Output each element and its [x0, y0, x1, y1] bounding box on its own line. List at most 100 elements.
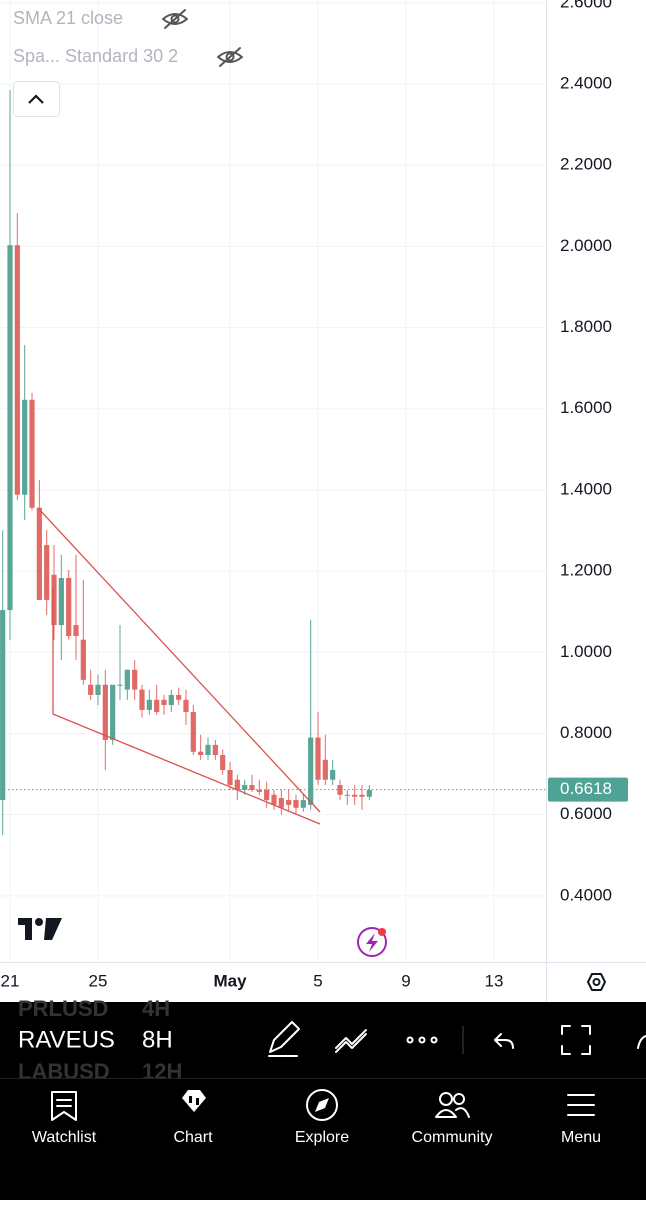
candle-body — [168, 694, 174, 706]
candle-body — [256, 789, 262, 792]
chart-tab[interactable]: Chart — [173, 1090, 213, 1146]
candle-body — [308, 737, 314, 805]
candle-body — [66, 578, 72, 637]
candle-body — [234, 779, 240, 790]
x-tick-label: 9 — [401, 971, 410, 990]
symbol[interactable]: RAVEUSD — [18, 1026, 132, 1053]
candle-body — [22, 399, 28, 495]
candle-body — [73, 625, 79, 637]
candle-body — [293, 800, 299, 808]
more-tool[interactable] — [406, 1036, 438, 1044]
x-tick-label: 13 — [485, 971, 504, 990]
candle-body — [7, 245, 13, 611]
nav-label: Explore — [295, 1129, 349, 1146]
y-tick-label: 0.4000 — [560, 885, 612, 904]
toolbar — [0, 1002, 646, 1078]
candle-body — [117, 684, 123, 686]
menu-tab[interactable]: Menu — [561, 1094, 601, 1146]
candle-body — [132, 669, 138, 690]
indicator-label: SMA 21 close — [13, 8, 123, 28]
candle-body — [161, 699, 167, 706]
community-tab[interactable]: Community — [412, 1092, 493, 1146]
x-tick-label: 25 — [89, 971, 108, 990]
candle-body — [278, 798, 284, 808]
nav-label: Menu — [561, 1129, 601, 1146]
candle-body — [300, 800, 306, 808]
chart-background — [0, 0, 646, 1002]
nav-label: Community — [412, 1129, 493, 1146]
nav-label: Watchlist — [32, 1129, 97, 1146]
candle-body — [286, 800, 292, 805]
candle-body — [51, 574, 57, 626]
candle-body — [0, 610, 6, 801]
more-button[interactable] — [637, 1035, 646, 1049]
candle-body — [14, 245, 20, 495]
trend-tool[interactable] — [335, 1029, 367, 1053]
undo-button[interactable] — [494, 1033, 514, 1049]
last-price-label: 0.6618 — [560, 779, 612, 798]
candle-body — [212, 744, 218, 755]
candle-body — [242, 785, 248, 790]
settings-icon[interactable] — [587, 973, 606, 991]
hide-icon[interactable] — [162, 9, 188, 29]
indicator-label: Spa... Standard 30 2 — [13, 46, 178, 66]
y-tick-label: 1.4000 — [560, 479, 612, 498]
candle-body — [146, 699, 152, 710]
other-symbol[interactable]: PRLUSD — [18, 996, 108, 1021]
y-tick-label: 2.0000 — [560, 236, 612, 255]
candle-body — [190, 711, 196, 752]
candle-body — [154, 699, 160, 712]
y-tick-label: 1.0000 — [560, 642, 612, 661]
x-tick-label: May — [213, 971, 247, 990]
candle-body — [95, 684, 101, 695]
candle-body — [110, 684, 116, 740]
interval[interactable]: 8H — [142, 1026, 173, 1053]
watchlist-tab[interactable]: Watchlist — [32, 1091, 97, 1146]
candle-body — [139, 689, 145, 710]
y-tick-label: 1.8000 — [560, 317, 612, 336]
candle-body — [29, 399, 35, 508]
candle-body — [344, 794, 350, 796]
candle-body — [352, 794, 358, 797]
candle-body — [198, 751, 204, 755]
candle-body — [264, 789, 270, 801]
candle-body — [227, 770, 233, 786]
x-tick-label: 21 — [1, 971, 20, 990]
bottom-nav — [0, 1078, 646, 1200]
tradingview-logo — [18, 918, 62, 940]
candle-body — [58, 578, 64, 626]
candle-body — [337, 785, 343, 795]
candle-body — [176, 694, 182, 700]
candle-body — [359, 794, 365, 797]
falling-wedge-drawing — [37, 507, 321, 825]
candle-body — [183, 699, 189, 712]
candle-body — [124, 669, 130, 690]
candle-body — [88, 684, 94, 695]
candle-body — [330, 770, 336, 780]
candle-body — [220, 754, 226, 771]
candle-body — [44, 545, 50, 600]
hide-icon[interactable] — [217, 47, 243, 67]
lightning-icon[interactable] — [357, 927, 387, 957]
explore-tab[interactable]: Explore — [295, 1089, 349, 1146]
candle-body — [205, 744, 211, 755]
y-tick-label: 2.2000 — [560, 155, 612, 174]
other-interval[interactable]: 4H — [142, 996, 170, 1021]
y-tick-label: 1.6000 — [560, 398, 612, 417]
candle-body — [249, 785, 255, 790]
candle-body — [36, 507, 42, 600]
nav-label: Chart — [173, 1129, 213, 1146]
candle-body — [80, 639, 86, 680]
y-tick-label: 2.4000 — [560, 74, 612, 93]
fullscreen-button[interactable] — [561, 1025, 591, 1055]
collapse-button[interactable] — [13, 81, 60, 117]
y-tick-label: 0.6000 — [560, 804, 612, 823]
y-tick-label: 2.6000 — [560, 0, 612, 11]
candle-body — [102, 684, 108, 740]
other-symbol[interactable]: LABUSD — [18, 1059, 110, 1084]
candle-body — [322, 759, 328, 780]
draw-tool[interactable] — [268, 1021, 300, 1057]
candle-body — [315, 737, 321, 780]
last-price-box — [548, 777, 628, 802]
